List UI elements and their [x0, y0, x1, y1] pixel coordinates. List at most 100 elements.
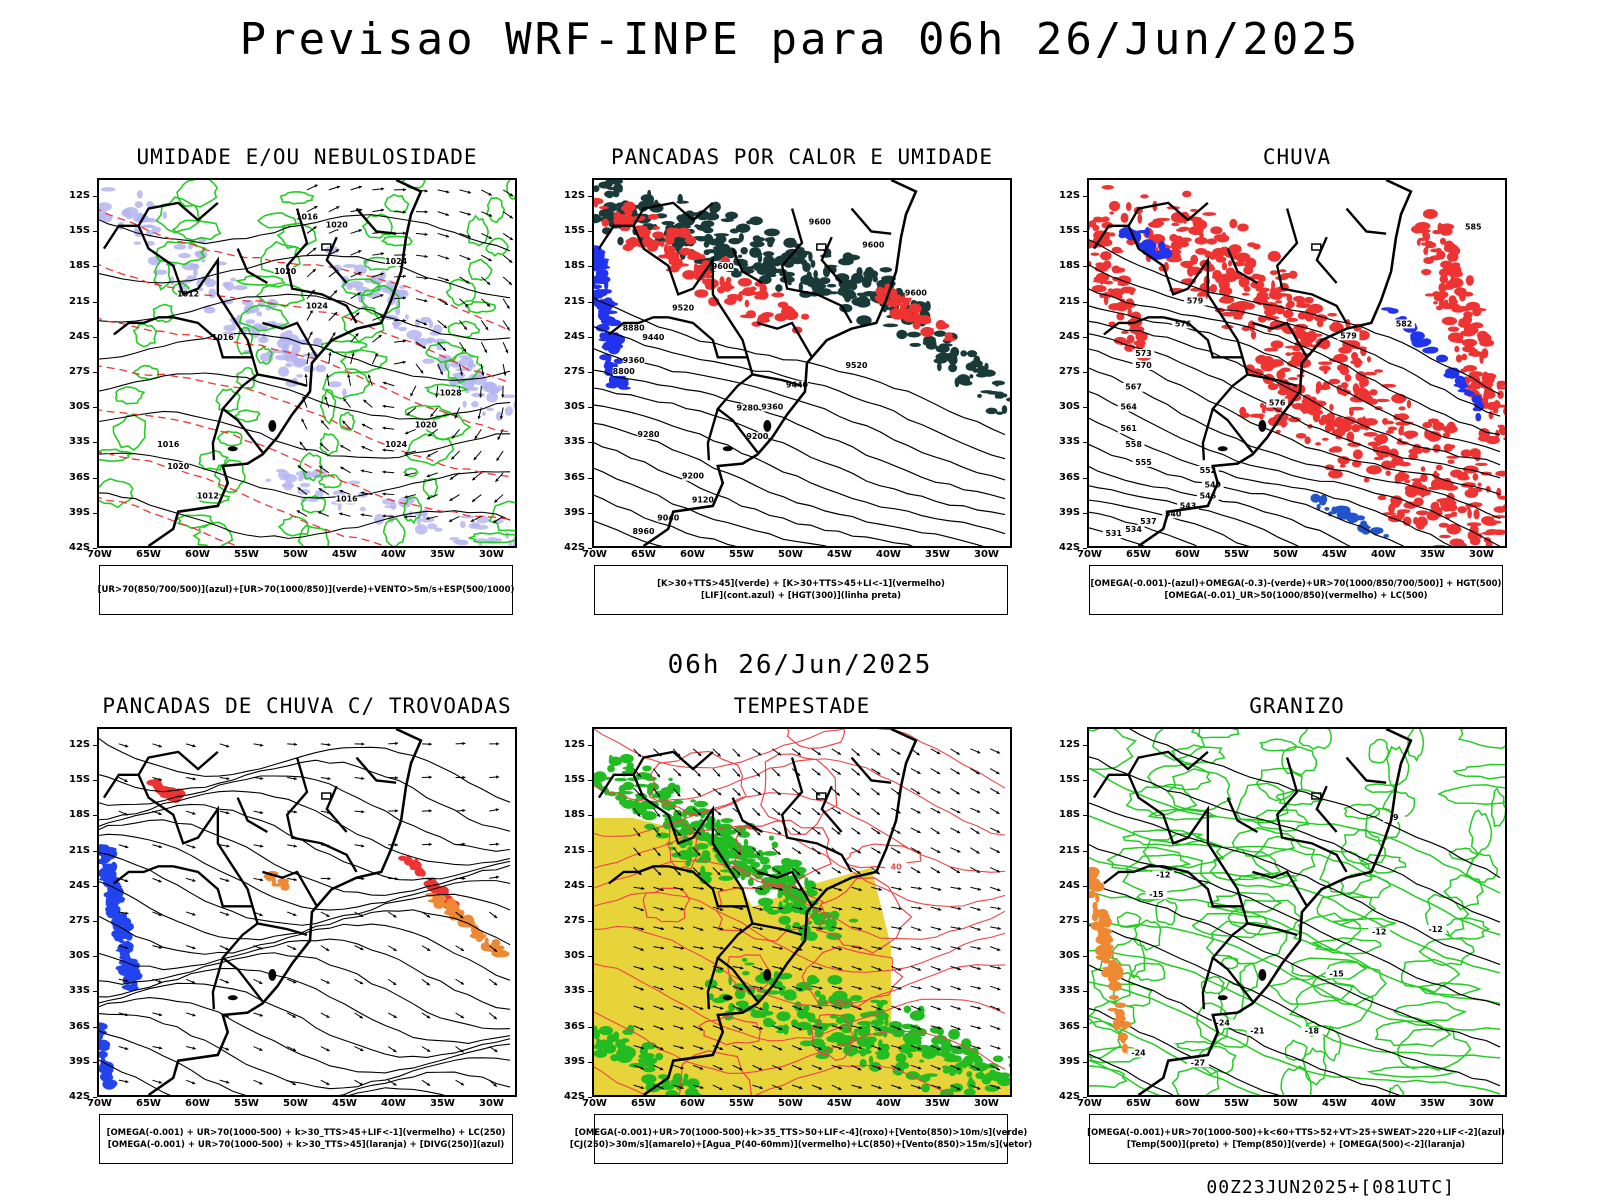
legend-text: [OMEGA(-0.001)+UR>70(1000-500)+k>35_TTS>… — [574, 1128, 1028, 1138]
panel-1-title: UMIDADE E/OU NEBULOSIDADE — [136, 145, 478, 169]
lat-tick-label: 27S — [564, 366, 586, 377]
lat-tick-label: 36S — [69, 471, 91, 483]
lon-tick-label: 70W — [1077, 1098, 1102, 1109]
contour-label: 570 — [1135, 361, 1152, 370]
contour-label: -9 — [1390, 813, 1399, 822]
contour-label: 9280 — [737, 403, 760, 412]
lat-tick — [588, 921, 592, 922]
lat-tick-label: 24S — [69, 879, 91, 891]
contour-label: -15 — [1329, 969, 1343, 978]
lon-tick-label: 35W — [430, 549, 455, 560]
contour-label: 552 — [1200, 466, 1217, 475]
lon-tick-label: 50W — [283, 549, 308, 560]
lat-tick-label: 39S — [1059, 506, 1081, 518]
lat-tick-label: 39S — [1059, 1055, 1081, 1067]
lat-tick — [1083, 850, 1087, 852]
contour-label: 9040 — [657, 513, 680, 522]
legend-text: [OMEGA(-0.001)-(azul)+OMEGA(-0.3)-(verde… — [1090, 579, 1502, 589]
contour-label: -12 — [1429, 925, 1443, 934]
lon-tick-label: 45W — [332, 1098, 357, 1109]
lat-tick — [1083, 1061, 1087, 1063]
lon-tick-label: 35W — [925, 1098, 950, 1109]
contour-label: 558 — [1125, 440, 1142, 449]
contour-label: 1016 — [336, 494, 359, 503]
lat-tick — [1083, 815, 1087, 817]
lon-tick-label: 65W — [631, 549, 656, 560]
panel-2-legend: [K>30+TTS>45](verde) + [K>30+TTS>45+LI<-… — [594, 565, 1008, 615]
contour-label: 579 — [1340, 331, 1357, 340]
lat-tick-label: 15S — [69, 774, 91, 786]
lat-tick — [93, 921, 97, 922]
lat-tick-label: 30S — [1059, 401, 1081, 413]
lat-tick — [93, 372, 97, 373]
contour-label: 534 — [1125, 525, 1142, 534]
legend-text: [OMEGA(-0.001) + UR>70(1000-500) + k>30_… — [107, 1140, 505, 1150]
legend-text: [Temp(500)](preto) + [Temp(850)](verde) … — [1126, 1140, 1466, 1150]
lat-tick — [93, 885, 97, 887]
contour-label: 1020 — [415, 420, 438, 429]
lat-tick-label: 36S — [69, 1020, 91, 1032]
panel-4-title: PANCADAS DE CHUVA C/ TROVOADAS — [102, 694, 512, 718]
lon-tick-label: 70W — [1077, 549, 1102, 560]
lat-tick — [588, 745, 592, 746]
contour-label: 1020 — [274, 267, 297, 276]
contour-label: 40 — [891, 862, 903, 871]
contour-label: 8880 — [623, 323, 646, 332]
lon-tick-label: 50W — [283, 1098, 308, 1109]
lon-tick-label: 60W — [680, 1098, 705, 1109]
contour-label: 9600 — [862, 240, 885, 249]
contour-label: 555 — [1135, 458, 1152, 467]
lon-tick-label: 50W — [1273, 1098, 1298, 1109]
contour-label: 9440 — [642, 333, 665, 342]
lon-tick-label: 55W — [234, 549, 259, 560]
contour-label: 9520 — [672, 304, 695, 313]
contour-label: 531 — [1105, 529, 1122, 538]
lat-tick — [93, 815, 97, 817]
lon-tick-label: 45W — [827, 1098, 852, 1109]
panel-6-legend: [OMEGA(-0.001)+UR>70(1000-500)+k<60+TTS>… — [1087, 1114, 1505, 1164]
contour-label: 579 — [1187, 297, 1204, 306]
contour-label: 9360 — [623, 356, 646, 365]
lat-tick-label: 18S — [1059, 809, 1081, 821]
panel-3-title: CHUVA — [1262, 145, 1332, 169]
lat-tick — [1083, 548, 1087, 549]
lon-tick-label: 35W — [925, 549, 950, 560]
lon-tick-label: 70W — [582, 549, 607, 560]
lon-tick-label: 65W — [136, 549, 161, 560]
contour-label: 1024 — [385, 257, 408, 266]
lat-tick-label: 42S — [1059, 542, 1081, 553]
lat-tick — [93, 1061, 97, 1063]
lon-tick-label: 35W — [430, 1098, 455, 1109]
contour-label: -12 — [1372, 928, 1386, 937]
lat-tick-label: 42S — [1059, 1091, 1081, 1102]
lat-tick — [93, 512, 97, 514]
contour-label: 1024 — [385, 440, 408, 449]
contour-label: 9120 — [692, 495, 715, 504]
contour-label: 567 — [1125, 383, 1142, 392]
lat-tick-label: 27S — [1059, 366, 1081, 377]
lat-tick-label: 24S — [1059, 330, 1081, 342]
lat-tick-label: 33S — [564, 985, 586, 997]
contour-label: -18 — [1305, 1027, 1320, 1036]
lat-tick-label: 30S — [69, 401, 91, 413]
lat-tick-label: 42S — [564, 542, 586, 553]
lon-tick-label: 55W — [729, 1098, 754, 1109]
contour-label: 1012 — [177, 290, 199, 299]
lat-tick — [1083, 196, 1087, 197]
lon-tick-label: 65W — [1126, 549, 1151, 560]
lat-tick — [1083, 407, 1087, 409]
lat-tick-label: 18S — [69, 260, 91, 272]
contour-label: 1028 — [440, 389, 463, 398]
lat-tick-label: 24S — [69, 330, 91, 342]
lat-tick-label: 15S — [69, 225, 91, 237]
contour-label: 9520 — [845, 361, 868, 370]
lon-tick-label: 40W — [876, 549, 901, 560]
lat-tick — [588, 512, 592, 514]
legend-text: [CJ(250)>30m/s](amarelo)+[Agua_P(40-60mm… — [569, 1140, 1033, 1150]
lat-tick — [588, 780, 592, 782]
lat-tick — [588, 991, 592, 993]
lat-tick — [588, 815, 592, 817]
contour-label: 549 — [1205, 481, 1222, 490]
lat-tick-label: 12S — [564, 190, 586, 201]
lat-tick — [93, 196, 97, 197]
